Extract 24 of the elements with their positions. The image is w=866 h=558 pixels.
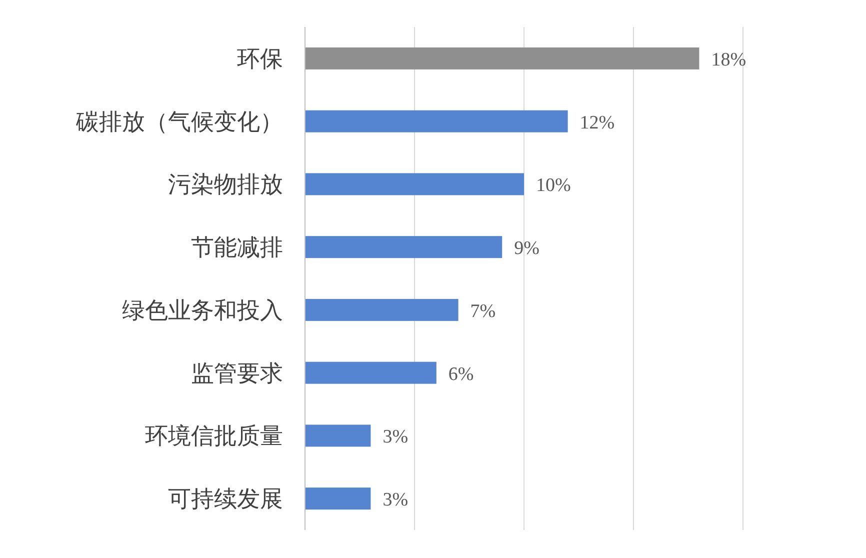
y-tick-label: 碳排放（气候变化） (75, 109, 283, 134)
data-label: 3% (382, 490, 408, 511)
bar (305, 424, 371, 447)
data-label: 7% (470, 300, 496, 322)
bar (305, 488, 371, 510)
bar (305, 236, 502, 258)
data-label: 12% (580, 112, 615, 134)
bar (305, 173, 524, 196)
bar (305, 110, 568, 132)
data-label: 18% (711, 49, 746, 70)
data-label: 3% (382, 426, 408, 448)
bar (305, 298, 458, 321)
y-tick-label: 环保 (237, 46, 283, 72)
y-tick-label: 污染物排放 (168, 172, 283, 198)
y-tick-label: 环境信批质量 (145, 424, 283, 449)
y-tick-label: 可持续发展 (168, 486, 283, 512)
bar (305, 362, 436, 384)
data-label: 9% (514, 238, 540, 260)
data-label: 6% (448, 364, 474, 385)
y-tick-label: 节能减排 (191, 235, 283, 260)
bar (305, 47, 700, 70)
y-tick-label: 监管要求 (191, 360, 283, 386)
data-label: 10% (536, 175, 571, 196)
y-tick-label: 绿色业务和投入 (122, 298, 283, 323)
